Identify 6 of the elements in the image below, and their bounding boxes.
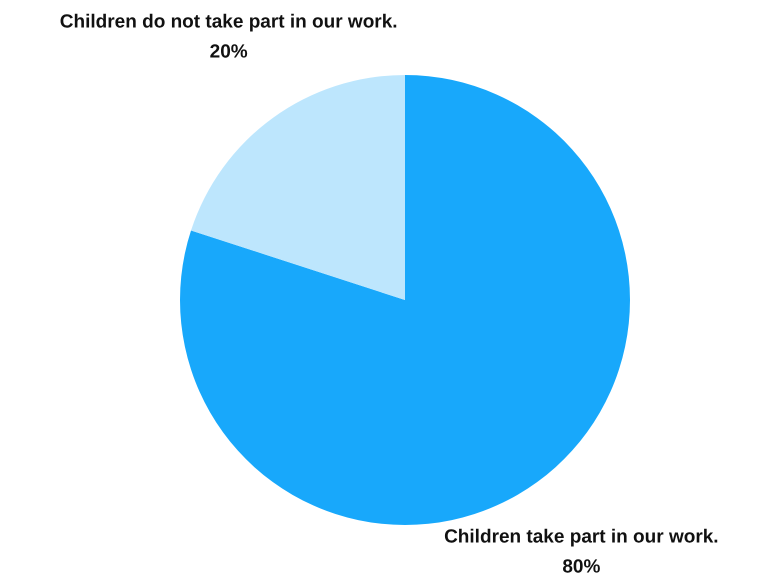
slice-label: Children take part in our work. [444,526,719,548]
data-label: 20% [210,41,248,62]
pie-slice [180,75,630,525]
slice-label: Children do not take part in our work. [60,11,398,32]
data-label: 80% [562,556,600,578]
pie-slice [191,75,405,300]
